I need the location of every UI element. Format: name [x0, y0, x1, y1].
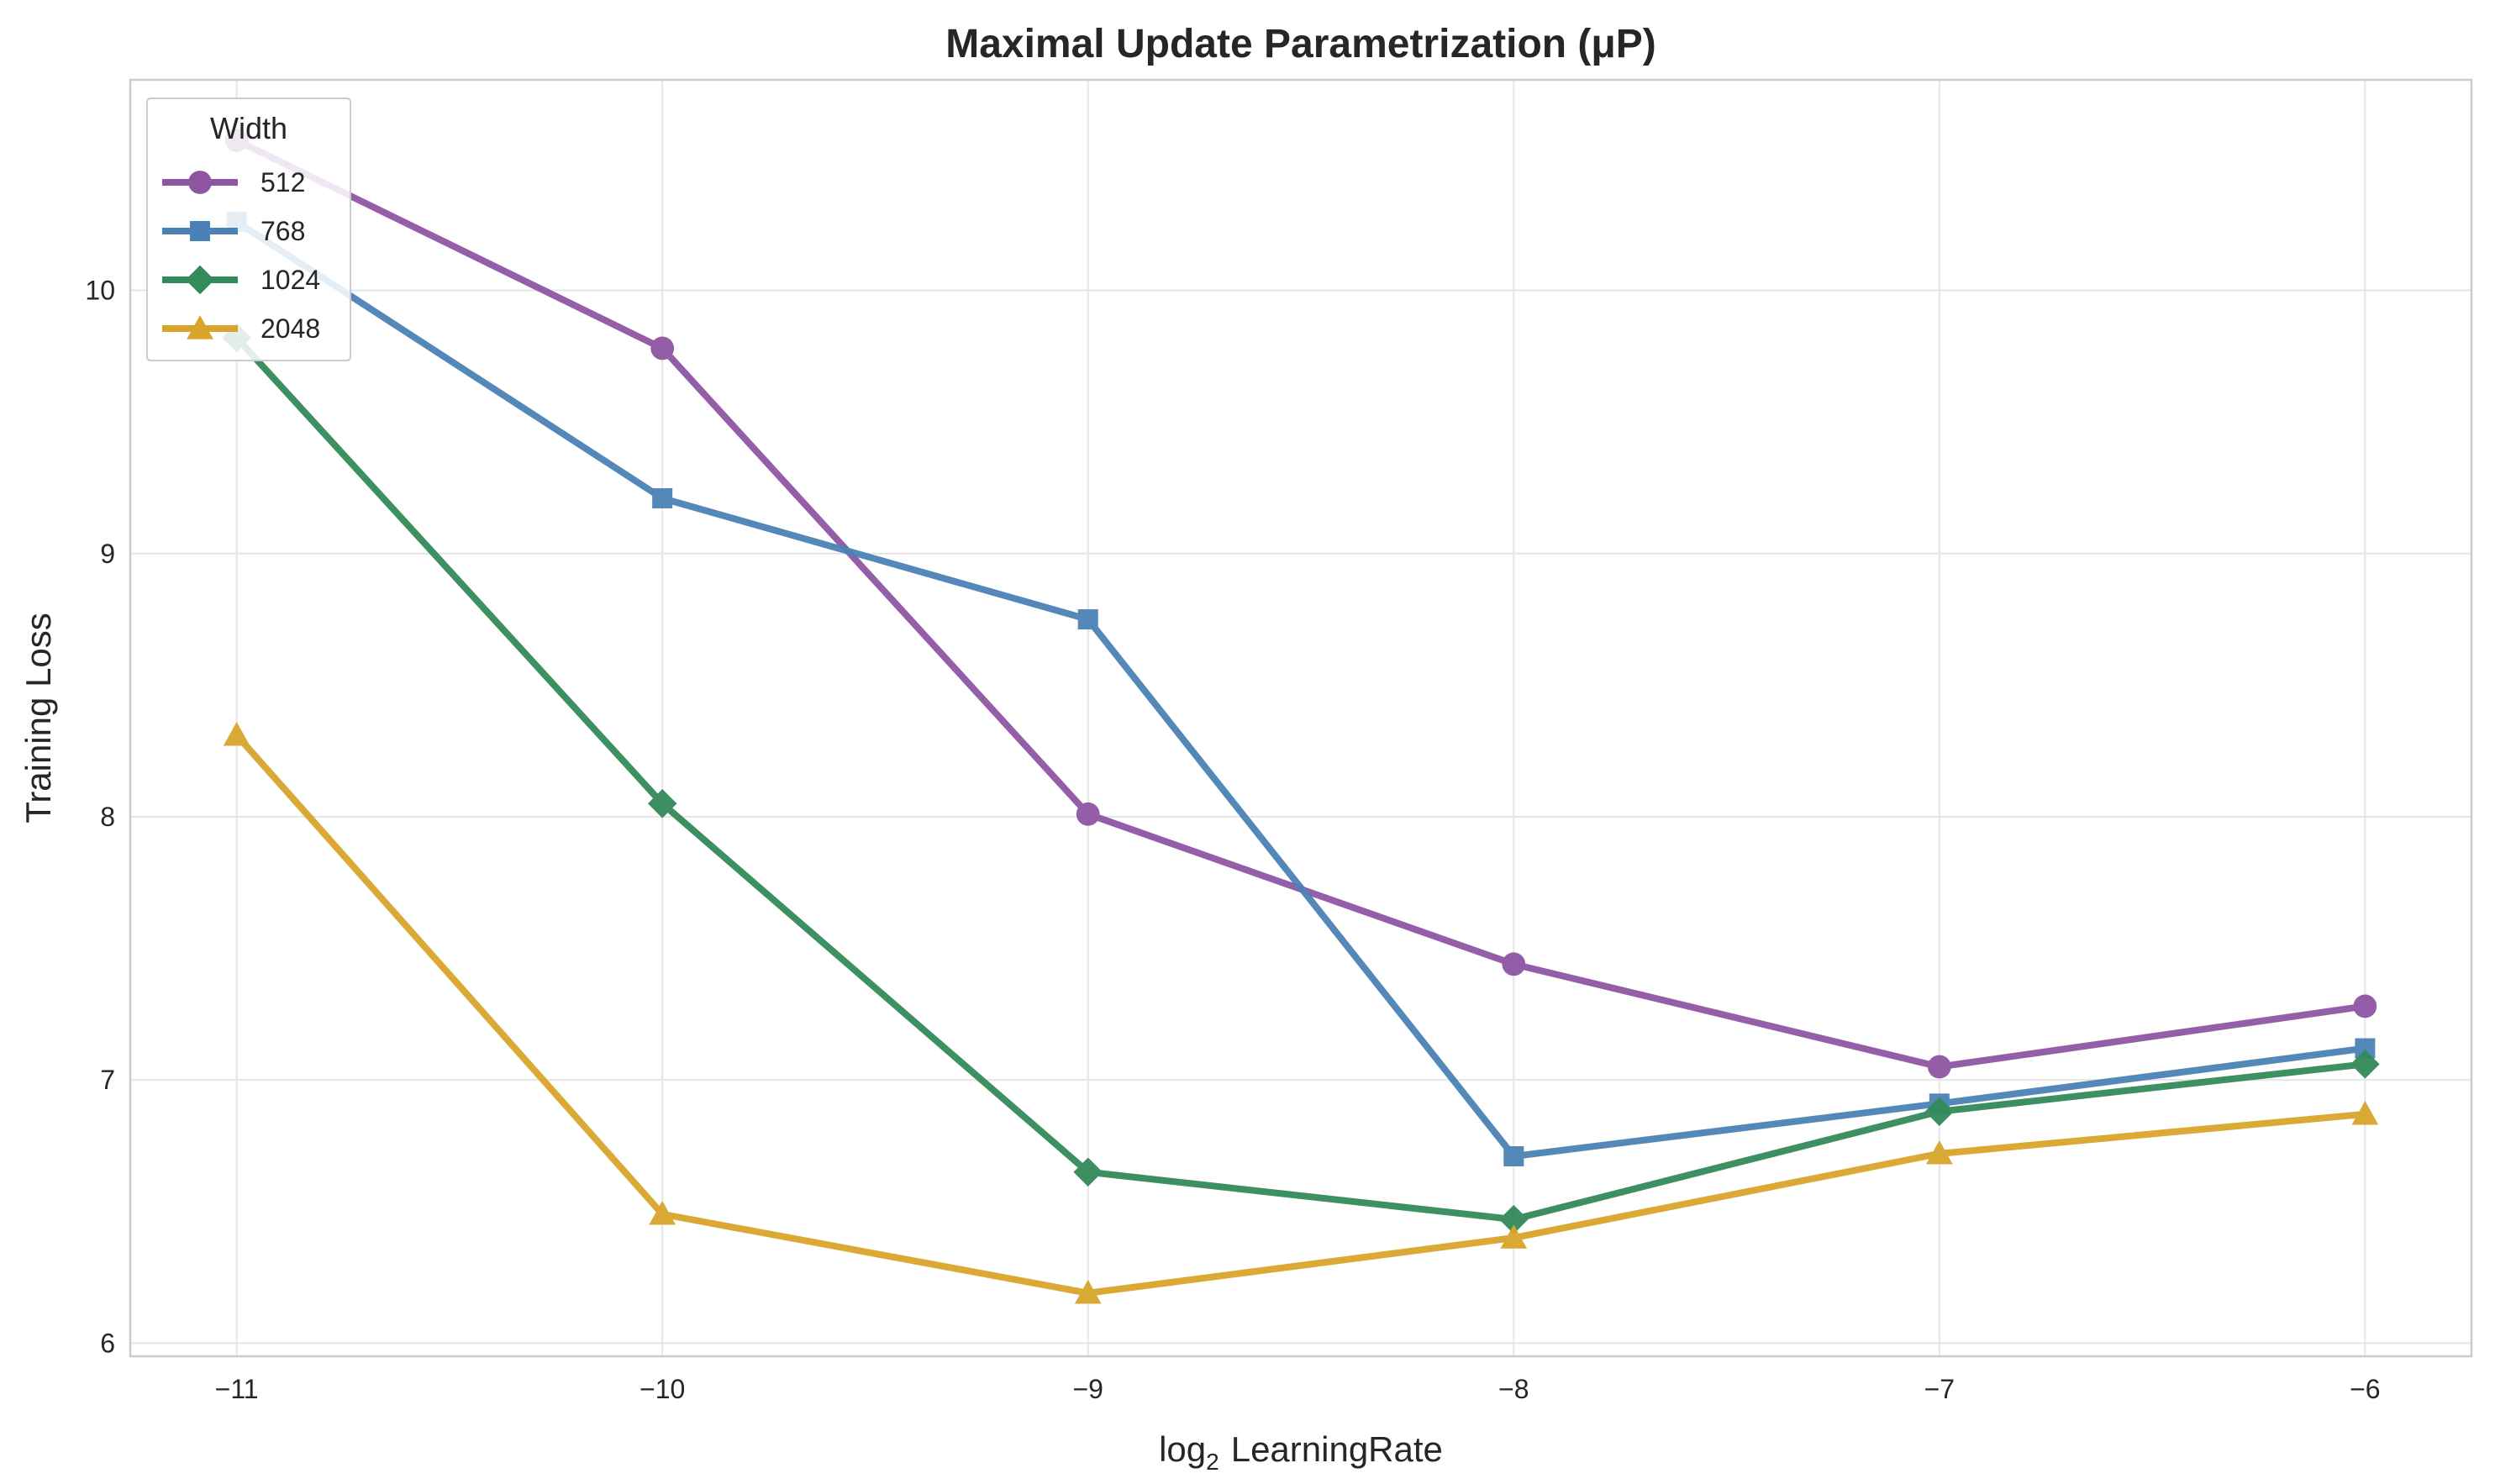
legend: Width 512 768 1024 2048: [146, 97, 351, 361]
series-layer: [222, 129, 2380, 1304]
x-axis-label-subscript: 2: [1206, 1449, 1219, 1475]
legend-label: 2048: [261, 313, 320, 344]
x-tick-label: −6: [2350, 1374, 2380, 1404]
data-point-512: [650, 336, 675, 360]
series-1024: [222, 323, 2380, 1234]
y-tick-label: 6: [100, 1328, 115, 1358]
legend-item-2048: 2048: [162, 313, 320, 344]
series-512: [224, 129, 2377, 1079]
data-point-512: [1076, 802, 1100, 826]
x-tick-label: −11: [215, 1374, 259, 1404]
series-line-1024: [233, 334, 2369, 1224]
legend-marker: [187, 315, 213, 339]
axis-ticks: −11 −10 −9 −8 −7 −6 6 7 8 9 10: [85, 276, 2380, 1404]
legend-item-1024: 1024: [162, 265, 320, 295]
data-point-512: [1927, 1055, 1951, 1079]
data-point-2048: [649, 1201, 676, 1225]
data-point-1024: [1073, 1157, 1103, 1187]
data-point-1024: [2350, 1050, 2380, 1079]
legend-item-768: 768: [162, 216, 305, 246]
data-point-1024: [647, 789, 677, 818]
y-tick-label: 7: [100, 1065, 115, 1095]
plot-frame: [129, 78, 2473, 1358]
legend-marker: [185, 265, 215, 295]
x-tick-label: −7: [1924, 1374, 1955, 1404]
data-point-2048: [1074, 1279, 1102, 1304]
data-point-768: [652, 487, 673, 508]
y-tick-label: 9: [100, 539, 115, 569]
series-line-768: [233, 218, 2369, 1160]
data-point-1024: [1924, 1097, 1955, 1127]
data-point-1024: [1498, 1204, 1529, 1234]
data-point-512: [1502, 952, 1526, 976]
x-tick-label: −10: [640, 1374, 685, 1404]
legend-marker: [190, 221, 210, 241]
legend-marker: [188, 171, 212, 194]
x-axis-label-text: LearningRate: [1231, 1429, 1443, 1469]
data-point-2048: [1925, 1139, 1953, 1165]
data-point-768: [1077, 609, 1098, 630]
data-point-768: [1503, 1145, 1524, 1166]
data-point-2048: [223, 722, 250, 746]
x-tick-label: −8: [1498, 1374, 1529, 1404]
chart-title: Maximal Update Parametrization (μP): [945, 22, 1656, 66]
grid: [130, 80, 2471, 1356]
series-2048: [223, 722, 2379, 1304]
legend-item-512: 512: [162, 167, 305, 197]
legend-label: 512: [261, 167, 305, 197]
legend-label: 768: [261, 216, 305, 246]
legend-label: 1024: [261, 265, 320, 295]
data-point-512: [2353, 994, 2377, 1018]
series-768: [226, 212, 2376, 1166]
legend-box: [146, 97, 351, 361]
legend-title: Width: [210, 111, 287, 145]
data-point-2048: [1500, 1224, 1528, 1249]
x-tick-label: −9: [1072, 1374, 1103, 1404]
y-axis-label: Training Loss: [18, 613, 58, 824]
series-line-2048: [233, 731, 2369, 1297]
x-axis-label-log: log: [1159, 1429, 1206, 1469]
series-line-512: [233, 137, 2369, 1071]
data-point-2048: [2351, 1101, 2379, 1125]
x-axis-label: log2 LearningRate: [1159, 1429, 1443, 1475]
y-tick-label: 10: [85, 276, 115, 306]
y-tick-label: 8: [100, 802, 115, 832]
